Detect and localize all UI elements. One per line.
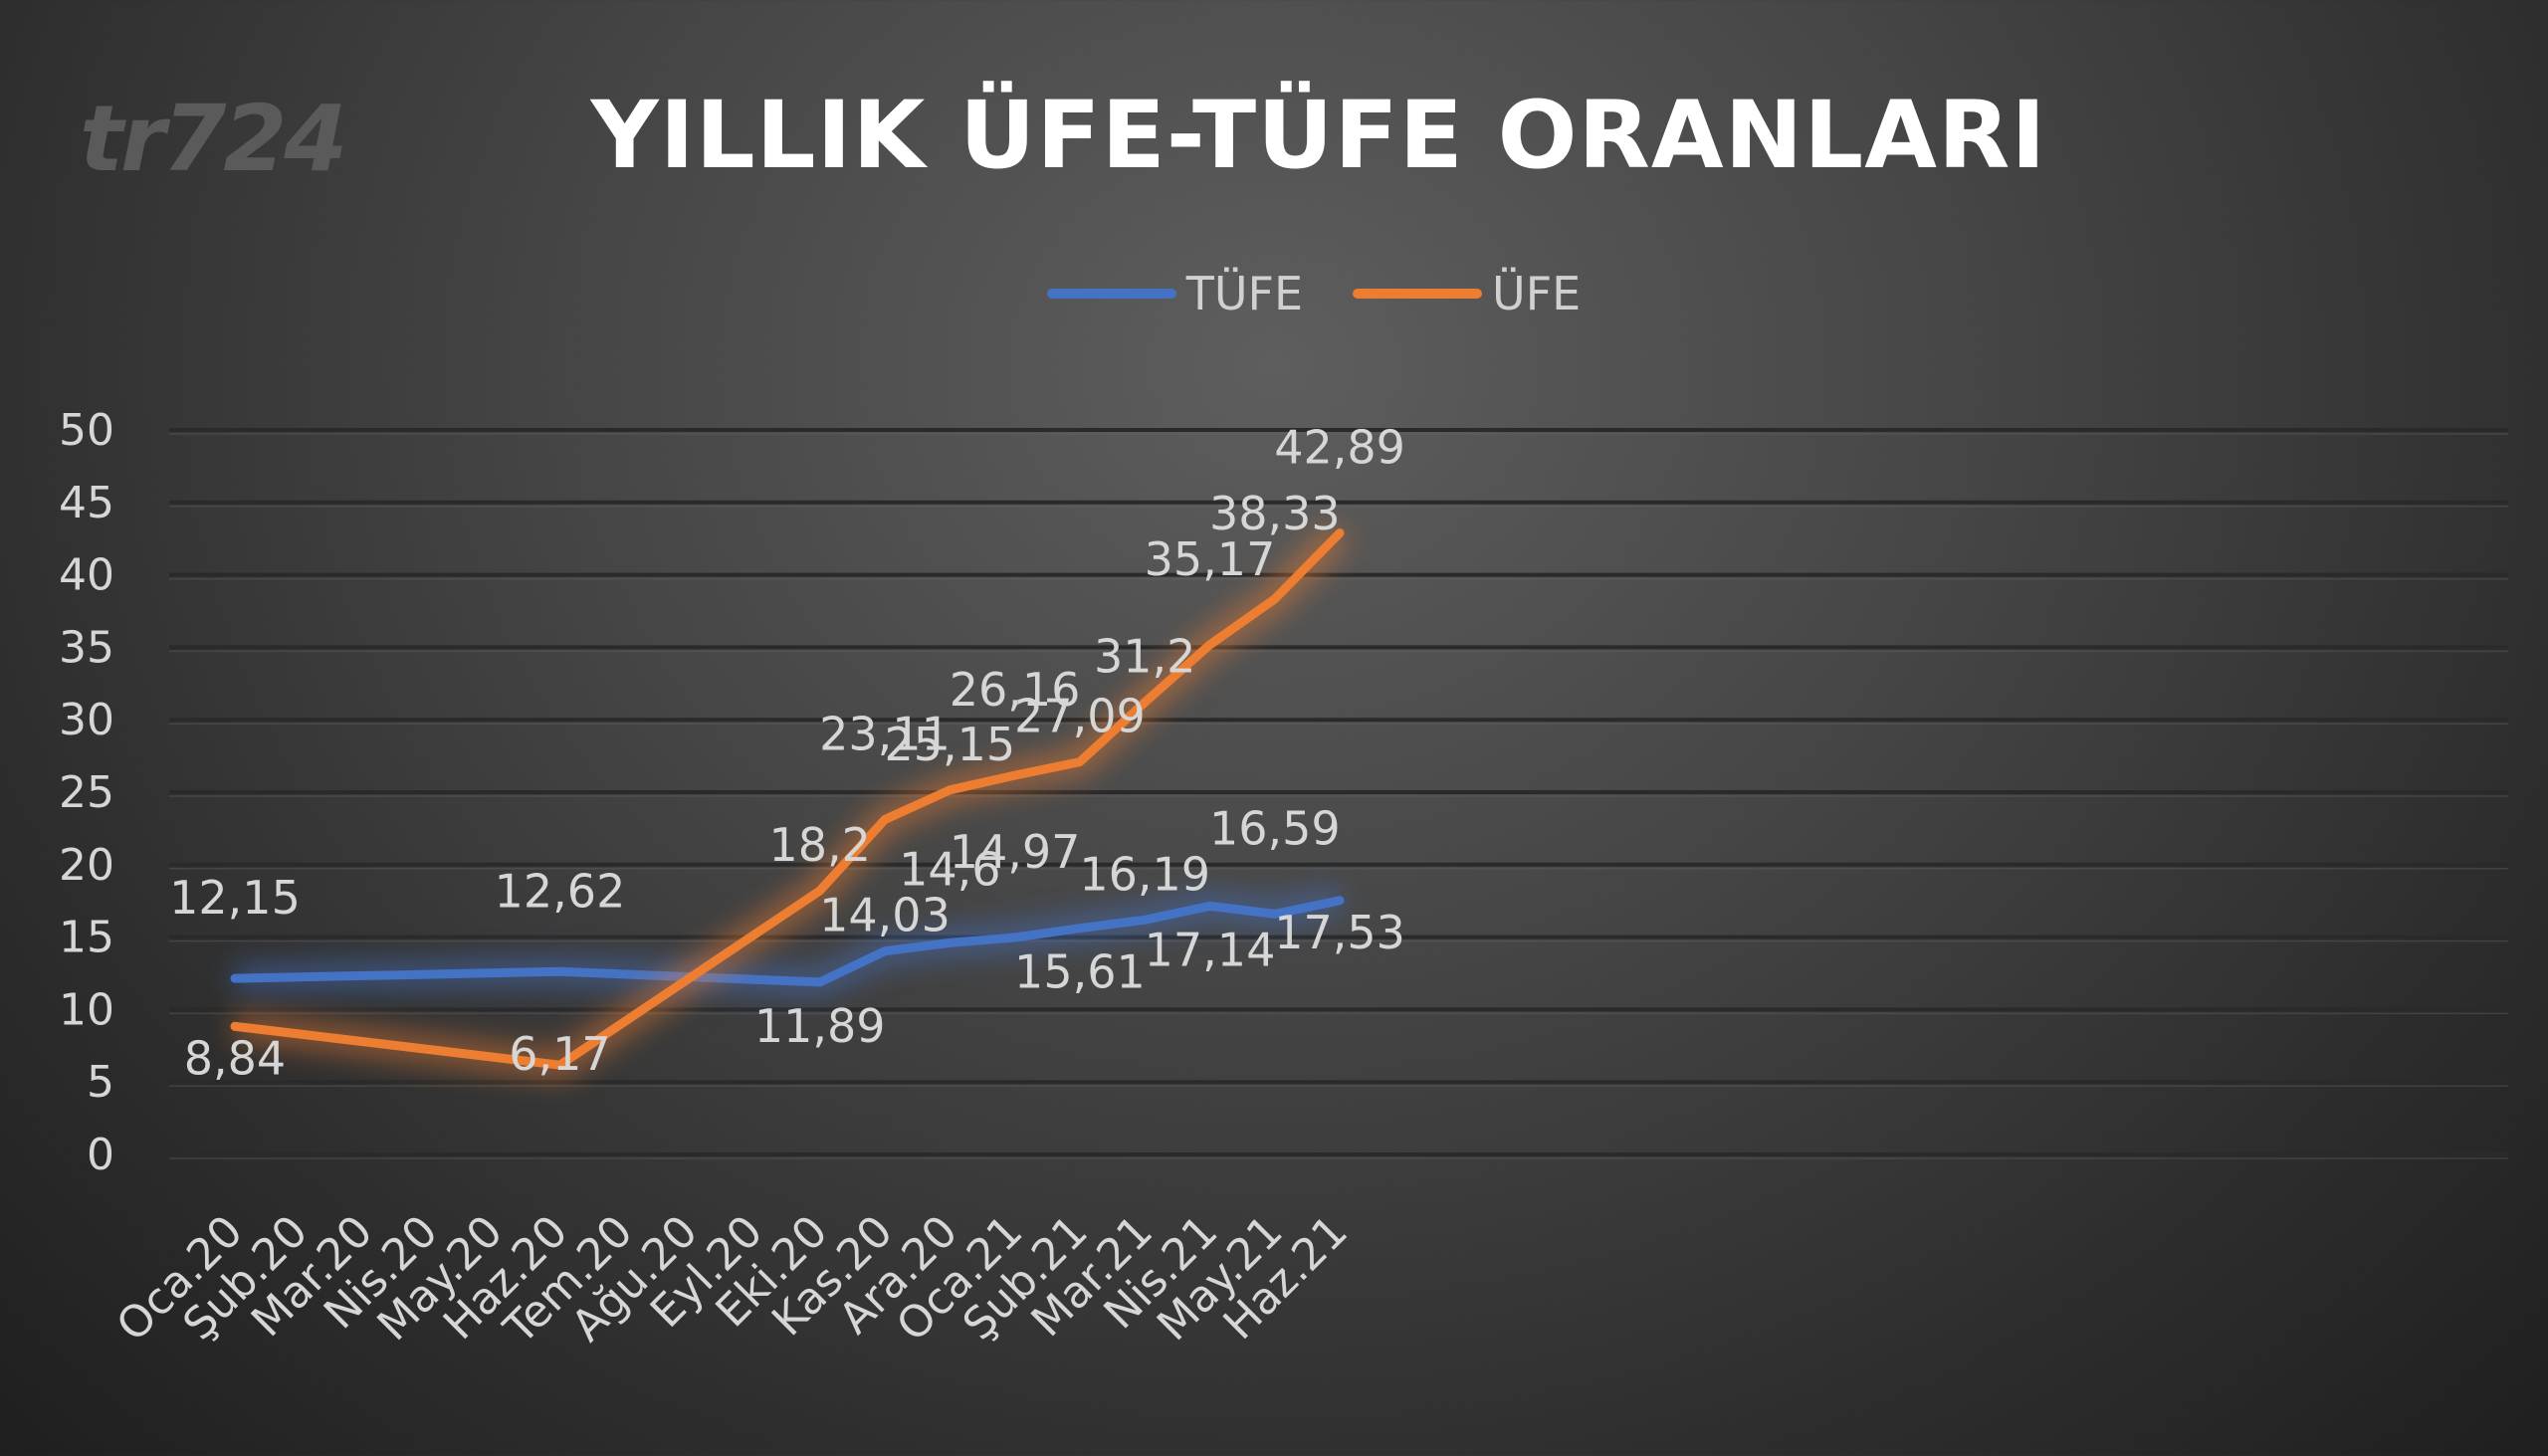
data-label: 35,17 bbox=[1145, 532, 1276, 586]
y-axis: 0 5 10 15 20 25 30 35 40 45 50 bbox=[59, 405, 114, 1180]
y-tick-label: 50 bbox=[59, 405, 114, 456]
chart-legend: TÜFE ÜFE bbox=[0, 267, 2548, 320]
data-labels: 12,15 12,6211,8914,0314,614,9715,6116,191… bbox=[169, 421, 1405, 1086]
gridlines bbox=[169, 428, 2508, 1159]
data-label: 14,6 bbox=[899, 842, 1000, 896]
data-label: 26,16 bbox=[950, 663, 1081, 717]
data-label: 31,2 bbox=[1094, 630, 1195, 684]
data-label: 16,19 bbox=[1079, 847, 1210, 901]
data-label: 14,03 bbox=[819, 889, 951, 942]
watermark-logo: tr724 bbox=[80, 86, 347, 192]
series-lines bbox=[230, 523, 1350, 1079]
data-label: 12,15 bbox=[169, 871, 301, 925]
legend-label-ufe: ÜFE bbox=[1492, 267, 1582, 320]
data-label: 16,59 bbox=[1209, 801, 1341, 855]
y-tick-label: 5 bbox=[87, 1057, 114, 1108]
data-label: 17,14 bbox=[1145, 923, 1276, 976]
y-tick-label: 45 bbox=[59, 478, 114, 528]
data-label: 6,17 bbox=[509, 1027, 610, 1081]
x-axis: Oca.20Şub.20Mar.20Nis.20May.20Haz.20Tem.… bbox=[107, 1206, 1358, 1354]
data-label: 42,89 bbox=[1274, 421, 1405, 475]
data-label: 11,89 bbox=[754, 999, 886, 1053]
legend-label-tufe: TÜFE bbox=[1185, 267, 1304, 320]
legend-item-ufe: ÜFE bbox=[1353, 267, 1581, 320]
legend-item-tufe: TÜFE bbox=[1046, 267, 1304, 320]
y-tick-label: 35 bbox=[59, 622, 114, 673]
legend-swatch-tufe bbox=[1046, 289, 1176, 299]
y-tick-label: 30 bbox=[59, 695, 114, 745]
y-tick-label: 40 bbox=[59, 550, 114, 601]
y-tick-label: 20 bbox=[59, 840, 114, 891]
data-label: 12,62 bbox=[495, 864, 626, 918]
y-tick-label: 15 bbox=[59, 913, 114, 963]
data-label: 14,97 bbox=[950, 825, 1081, 879]
y-tick-label: 25 bbox=[59, 767, 114, 818]
data-label: 27,09 bbox=[1014, 690, 1146, 743]
data-label: 25,15 bbox=[884, 718, 1015, 771]
legend-swatch-ufe bbox=[1353, 289, 1483, 299]
data-label: 18,2 bbox=[768, 818, 870, 872]
data-label: 8,84 bbox=[184, 1031, 286, 1085]
data-label: 17,53 bbox=[1274, 906, 1405, 959]
data-label: 15,61 bbox=[1014, 945, 1146, 999]
data-label: 38,33 bbox=[1209, 487, 1341, 540]
chart-title: YILLIK ÜFE-TÜFE ORANLARI bbox=[590, 82, 2047, 190]
y-tick-label: 10 bbox=[59, 984, 114, 1035]
data-label: 23,11 bbox=[819, 708, 951, 761]
y-tick-label: 0 bbox=[87, 1130, 114, 1180]
